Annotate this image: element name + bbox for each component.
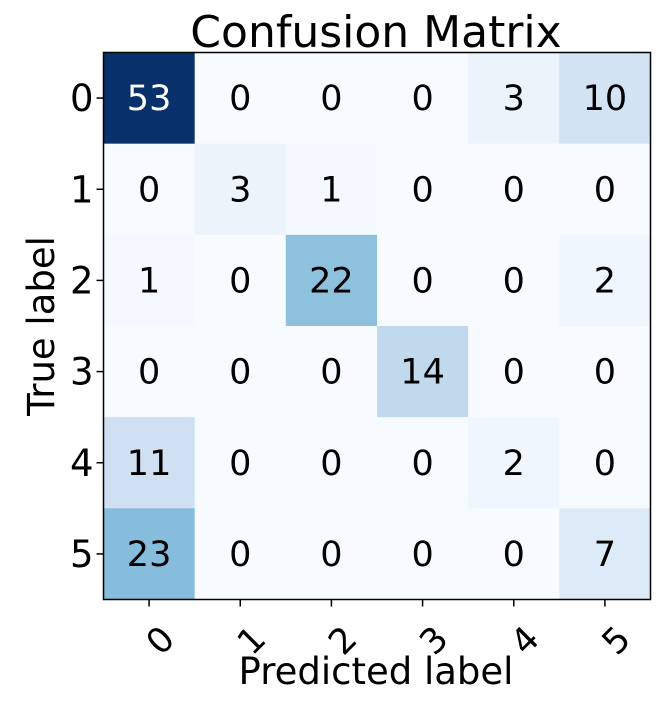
heatmap-cell-r5-c1 — [194, 508, 287, 600]
cell-value-r0-c4: 3 — [503, 79, 525, 119]
heatmap-cell-r4-c3 — [377, 417, 469, 509]
heatmap-cell-r3-c4 — [468, 326, 560, 418]
heatmap-cell-r4-c4 — [468, 417, 560, 509]
cell-value-r1-c3: 0 — [411, 170, 433, 210]
heatmap-cell-r5-c5 — [559, 508, 651, 600]
cell-value-r5-c0: 23 — [127, 535, 172, 575]
heatmap-cell-r1-c2 — [285, 143, 378, 236]
chart-title: Confusion Matrix — [190, 7, 561, 58]
cell-value-r0-c0: 53 — [127, 79, 172, 119]
cell-value-r5-c5: 7 — [594, 535, 616, 575]
cell-value-r0-c1: 0 — [229, 79, 251, 119]
heatmap-cell-r1-c3 — [377, 143, 469, 236]
heatmap-cell-r4-c2 — [285, 417, 378, 509]
axis-ticks — [96, 97, 606, 607]
y-tick-label-1: 1 — [70, 168, 94, 211]
heatmap-cell-r5-c0 — [103, 508, 196, 600]
heatmap-cell-r0-c3 — [377, 52, 469, 145]
heatmap-cell-r5-c4 — [468, 508, 560, 600]
cell-value-r0-c3: 0 — [411, 79, 433, 119]
x-tick-label-5: 5 — [595, 619, 639, 663]
cell-value-r4-c4: 2 — [503, 444, 525, 484]
heatmap-cell-r1-c1 — [194, 143, 287, 236]
heatmap-cell-r3-c3 — [377, 326, 469, 418]
cell-value-r1-c1: 3 — [229, 170, 251, 210]
cell-value-r5-c4: 0 — [503, 535, 525, 575]
cell-value-r2-c2: 22 — [309, 261, 354, 301]
y-tick-label-4: 4 — [70, 442, 94, 485]
cell-value-r1-c4: 0 — [503, 170, 525, 210]
cell-value-r0-c5: 10 — [583, 79, 628, 119]
heatmap-cell-r4-c5 — [559, 417, 651, 509]
heatmap-cell-r1-c4 — [468, 143, 560, 236]
heatmap-cell-r2-c2 — [285, 234, 378, 327]
heatmap-cell-r2-c5 — [559, 234, 651, 327]
cell-value-r5-c1: 0 — [229, 535, 251, 575]
heatmap-cell-r4-c1 — [194, 417, 287, 509]
heatmap-cell-r0-c2 — [285, 52, 378, 145]
heatmap-cell-r5-c2 — [285, 508, 378, 600]
y-tick-label-5: 5 — [70, 533, 94, 576]
cell-value-r3-c5: 0 — [594, 353, 616, 393]
heatmap-cell-r3-c1 — [194, 326, 287, 418]
cell-value-r5-c3: 0 — [411, 535, 433, 575]
cell-value-r5-c2: 0 — [320, 535, 342, 575]
cell-value-r0-c2: 0 — [320, 79, 342, 119]
heatmap-cell-r3-c5 — [559, 326, 651, 418]
cell-value-r2-c0: 1 — [138, 261, 160, 301]
heatmap-cell-r0-c1 — [194, 52, 287, 145]
cell-value-r3-c2: 0 — [320, 353, 342, 393]
heatmap-cell-r2-c3 — [377, 234, 469, 327]
plot-frame — [102, 51, 652, 601]
heatmap-cell-r5-c3 — [377, 508, 469, 600]
cell-value-r1-c2: 1 — [320, 170, 342, 210]
cell-value-r3-c3: 14 — [400, 353, 445, 393]
heatmap-cell-r1-c5 — [559, 143, 651, 236]
heatmap-cell-r0-c0 — [103, 52, 196, 145]
x-axis-label: Predicted label — [239, 650, 514, 693]
x-tick-label-0: 0 — [139, 619, 183, 663]
y-axis-tick-labels: 0 1 2 3 4 5 — [70, 77, 94, 576]
heatmap-cell-r3-c2 — [285, 326, 378, 418]
y-tick-label-0: 0 — [70, 77, 94, 120]
cell-value-r2-c4: 0 — [503, 261, 525, 301]
cell-value-r3-c4: 0 — [503, 353, 525, 393]
cell-value-r4-c3: 0 — [411, 444, 433, 484]
cell-value-r4-c5: 0 — [594, 444, 616, 484]
heatmap-cell-r1-c0 — [103, 143, 196, 236]
heatmap-cell-r2-c4 — [468, 234, 560, 327]
cell-value-r1-c5: 0 — [594, 170, 616, 210]
heatmap-cell-r0-c5 — [559, 52, 651, 145]
cell-value-r2-c3: 0 — [411, 261, 433, 301]
y-tick-label-2: 2 — [70, 259, 94, 302]
cell-value-r4-c1: 0 — [229, 444, 251, 484]
y-tick-label-3: 3 — [70, 351, 94, 394]
heatmap-cell-r3-c0 — [103, 326, 196, 418]
cell-value-r1-c0: 0 — [138, 170, 160, 210]
cell-value-r4-c0: 11 — [127, 444, 172, 484]
cell-value-r2-c5: 2 — [594, 261, 616, 301]
heatmap-cell-r4-c0 — [103, 417, 196, 509]
heatmap-cell-r2-c1 — [194, 234, 287, 327]
cell-value-r4-c2: 0 — [320, 444, 342, 484]
heatmap-cells — [103, 52, 651, 600]
cell-value-r3-c0: 0 — [138, 353, 160, 393]
cell-value-r3-c1: 0 — [229, 353, 251, 393]
heatmap-cell-r2-c0 — [103, 234, 196, 327]
heatmap-cell-labels: 53 0 0 0 3 100 3 1 0 0 01 0 22 0 0 20 0 0 14 0 011 0 0 0 2 023 0 0 0… — [127, 79, 627, 575]
y-axis-label: True label — [20, 236, 63, 417]
cell-value-r2-c1: 0 — [229, 261, 251, 301]
heatmap-cell-r0-c4 — [468, 52, 560, 145]
